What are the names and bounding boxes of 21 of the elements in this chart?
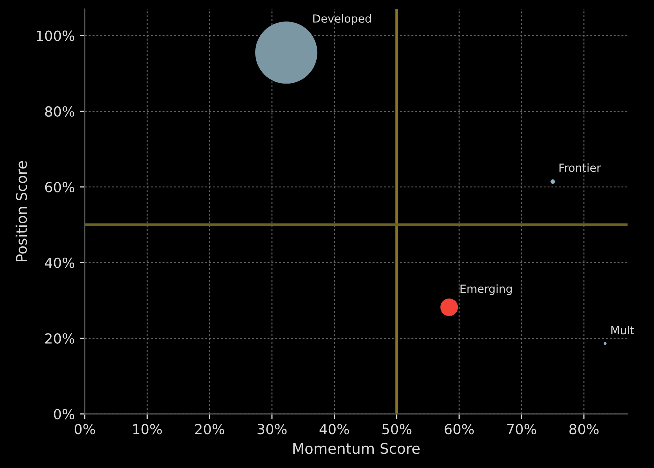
x-tick-label: 60% <box>444 424 474 435</box>
x-tick-label: 30% <box>258 424 287 435</box>
series-label: Developed <box>314 14 372 26</box>
x-tick-label: 70% <box>507 424 536 435</box>
series-label: Frontier <box>560 164 602 172</box>
y-axis-title: Position Score <box>16 161 28 262</box>
x-tick-label: 50% <box>382 424 412 435</box>
y-tick-label: 100% <box>37 30 75 42</box>
x-tick-label: 80% <box>570 424 599 435</box>
y-tick-label: 80% <box>45 106 75 117</box>
x-tick-label: 20% <box>195 424 224 435</box>
y-tick-label: 0% <box>54 409 75 420</box>
x-tick-label: 0% <box>74 424 96 435</box>
series-label: Emerging <box>460 284 512 296</box>
y-tick-label: 60% <box>45 182 75 193</box>
x-axis-title: Momentum Score <box>294 443 420 454</box>
y-tick-label: 20% <box>45 333 75 344</box>
x-tick-label: 40% <box>320 424 350 435</box>
x-tick-label: 10% <box>134 424 162 435</box>
series-label: Mult <box>612 326 634 335</box>
y-tick-label: 40% <box>45 258 75 268</box>
